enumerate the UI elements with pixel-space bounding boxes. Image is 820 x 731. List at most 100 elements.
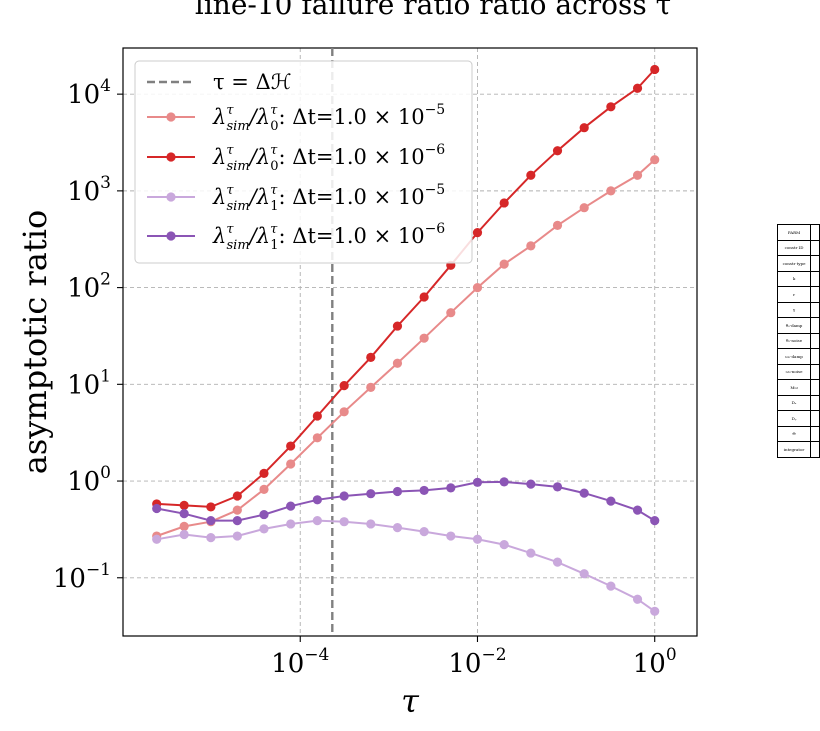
param-row: ω₀-damp (776, 348, 820, 365)
param-value (810, 317, 820, 334)
series-line (156, 519, 656, 613)
param-row: θ₀-noise (776, 332, 820, 349)
param-value (810, 425, 820, 442)
param-row: k (776, 270, 820, 287)
series-1 (152, 64, 660, 512)
legend-entry: λτ sim/λτ 0: Δt=1.0 × 10−6 (147, 142, 445, 174)
data-point (499, 198, 509, 208)
legend-label: λτ sim/λτ 1: Δt=1.0 × 10−5 (212, 182, 445, 214)
param-row: constr ID (776, 239, 820, 256)
param-row: integrator (776, 441, 820, 458)
data-point (286, 459, 296, 469)
param-name: constr ID (776, 239, 812, 256)
param-name: θ₀-noise (776, 332, 812, 349)
data-point (526, 479, 536, 489)
data-point (312, 495, 322, 505)
data-point (579, 123, 589, 133)
data-point (606, 102, 616, 112)
data-point (259, 468, 269, 478)
param-value (810, 286, 820, 303)
data-point (286, 519, 296, 529)
legend-box (134, 60, 473, 264)
data-point (579, 203, 589, 213)
data-point (446, 531, 456, 541)
data-point (472, 282, 483, 293)
data-point (579, 488, 589, 498)
legend-marker (166, 152, 176, 162)
data-point (232, 531, 242, 541)
series-line (156, 158, 656, 537)
param-row: Θ (776, 425, 820, 442)
data-point (650, 606, 660, 616)
series-line (156, 68, 656, 508)
data-point (606, 581, 616, 591)
param-name: constr type (776, 255, 812, 272)
data-point (526, 170, 536, 180)
param-name: Θ (776, 425, 812, 442)
data-point (339, 407, 349, 417)
data-point (606, 496, 616, 506)
series-line (156, 480, 656, 522)
param-name: γ (776, 301, 812, 318)
legend-label: λτ sim/λτ 0: Δt=1.0 × 10−5 (212, 102, 445, 134)
param-value (810, 332, 820, 349)
data-point (232, 515, 242, 526)
param-name: ω₀-noise (776, 363, 812, 380)
data-point (232, 505, 242, 515)
data-point (419, 527, 429, 537)
param-row: Dₓ (776, 394, 820, 411)
param-name: PARM (776, 224, 812, 241)
data-point (472, 534, 483, 544)
data-point (526, 241, 536, 251)
data-point (419, 292, 429, 302)
param-table: PARM constr ID constr type k r γ θ₀-damp θ₀-noi… (776, 224, 820, 458)
param-row: PARM (776, 224, 820, 241)
param-value (810, 255, 820, 272)
data-point (446, 483, 456, 493)
param-value (810, 224, 820, 241)
data-point (312, 433, 322, 443)
chart-title: line-10 failure ratio ratio across τ (195, 0, 671, 21)
data-point (472, 228, 483, 238)
data-point (152, 503, 162, 514)
legend-marker (166, 192, 176, 202)
data-point (392, 321, 403, 331)
x-tick-label: 10−4 (271, 645, 329, 679)
data-point (552, 557, 563, 567)
y-tick-label: 104 (67, 76, 111, 110)
data-point (366, 352, 376, 362)
data-point (339, 491, 349, 501)
data-point (499, 259, 509, 269)
data-point (419, 333, 429, 343)
param-value (810, 270, 820, 287)
data-point (366, 489, 376, 499)
data-point (206, 533, 216, 543)
data-point (419, 485, 429, 496)
legend-marker (166, 231, 176, 241)
tick-group: 10−4 10−2 100 10−1 100 101 102 103 104 (53, 76, 677, 679)
data-point (650, 515, 660, 526)
param-name: Mω (776, 379, 812, 396)
data-point (179, 500, 189, 510)
legend: τ = Δℋ λτ sim/λτ 0: Δt=1.0 × 10−5 λτ sim/λτ 0:… (134, 60, 473, 264)
param-row: θ₀-damp (776, 317, 820, 334)
x-axis-title: τ (401, 682, 420, 720)
param-name: Dₓ (776, 394, 812, 411)
data-point (579, 569, 589, 579)
param-name: k (776, 270, 812, 287)
data-point (392, 523, 403, 533)
param-value (810, 301, 820, 318)
data-point (286, 441, 296, 451)
param-name: ω₀-damp (776, 348, 812, 365)
param-name: integrator (776, 441, 812, 458)
data-point (650, 155, 660, 165)
param-value (810, 348, 820, 365)
param-value (810, 379, 820, 396)
data-point (446, 308, 456, 318)
series-2 (152, 515, 660, 616)
data-point (259, 509, 269, 520)
param-row: Dᵧ (776, 410, 820, 427)
param-name: θ₀-damp (776, 317, 812, 334)
y-tick-label: 10−1 (53, 560, 111, 594)
param-row: Mω (776, 379, 820, 396)
